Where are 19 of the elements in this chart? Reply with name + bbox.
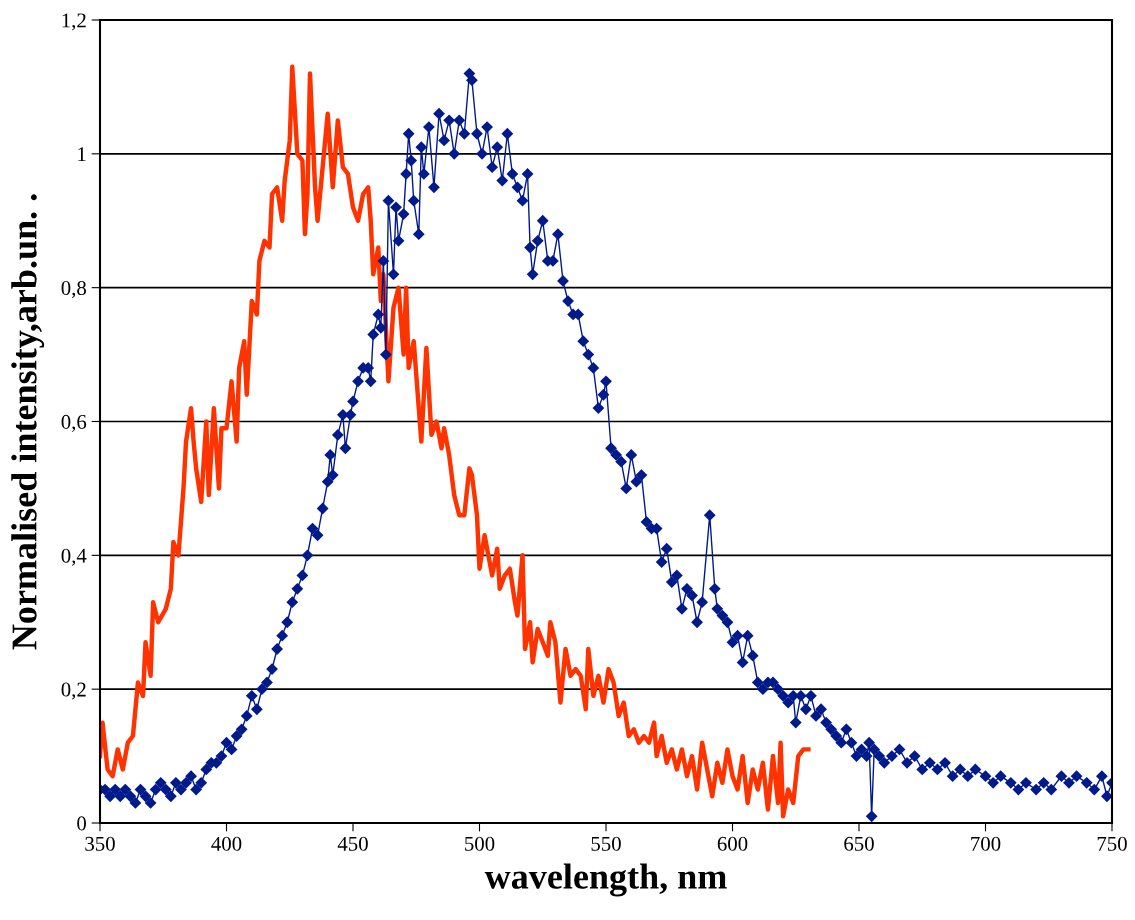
x-tick-label: 600 [717,836,748,851]
x-tick-label: 500 [465,836,495,851]
x-axis-title: wavelength, nm [484,863,727,897]
line-series [100,64,811,819]
y-tick-label: 0 [77,816,87,831]
x-tick-label: 400 [211,836,242,851]
x-tick-label: 650 [844,836,874,851]
y-tick-label: 0,6 [61,414,87,432]
y-tick-label: 1 [78,147,86,162]
x-tick-label: 700 [971,836,1001,851]
y-axis-title: Normalised intensity,arb.un. . [11,194,45,650]
x-tick-label: 750 [1097,836,1127,851]
x-tick-label: 350 [85,836,115,851]
y-tick-label: 0,8 [61,281,87,299]
x-tick-label: 450 [337,836,368,851]
y-tick-label: 0,4 [61,548,87,566]
y-tick-label: 1,2 [62,13,86,31]
y-tick-label: 0,2 [61,682,86,700]
x-tick-label: 550 [591,836,621,851]
